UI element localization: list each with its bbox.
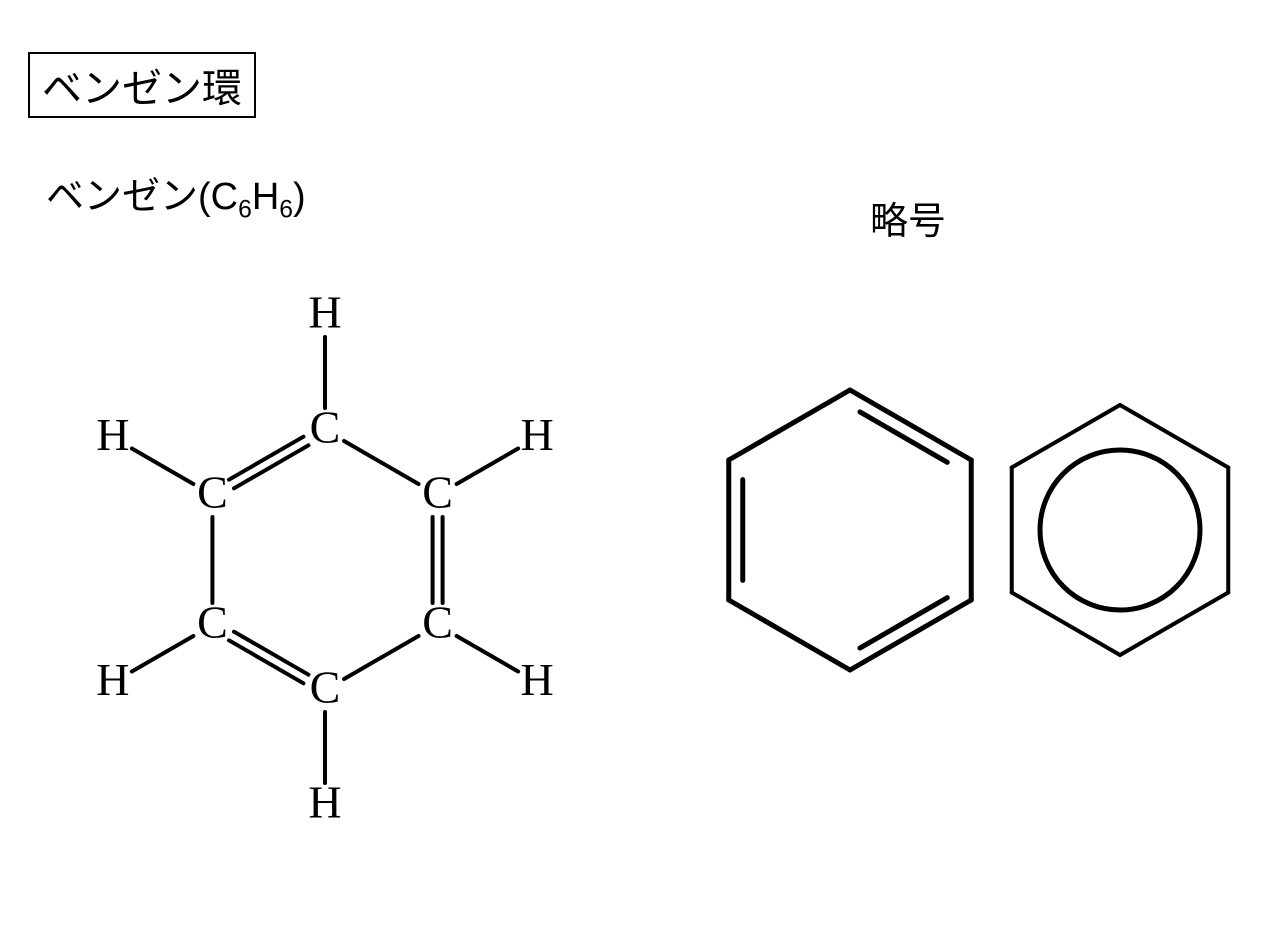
benzene-circle-icon (0, 0, 1280, 942)
